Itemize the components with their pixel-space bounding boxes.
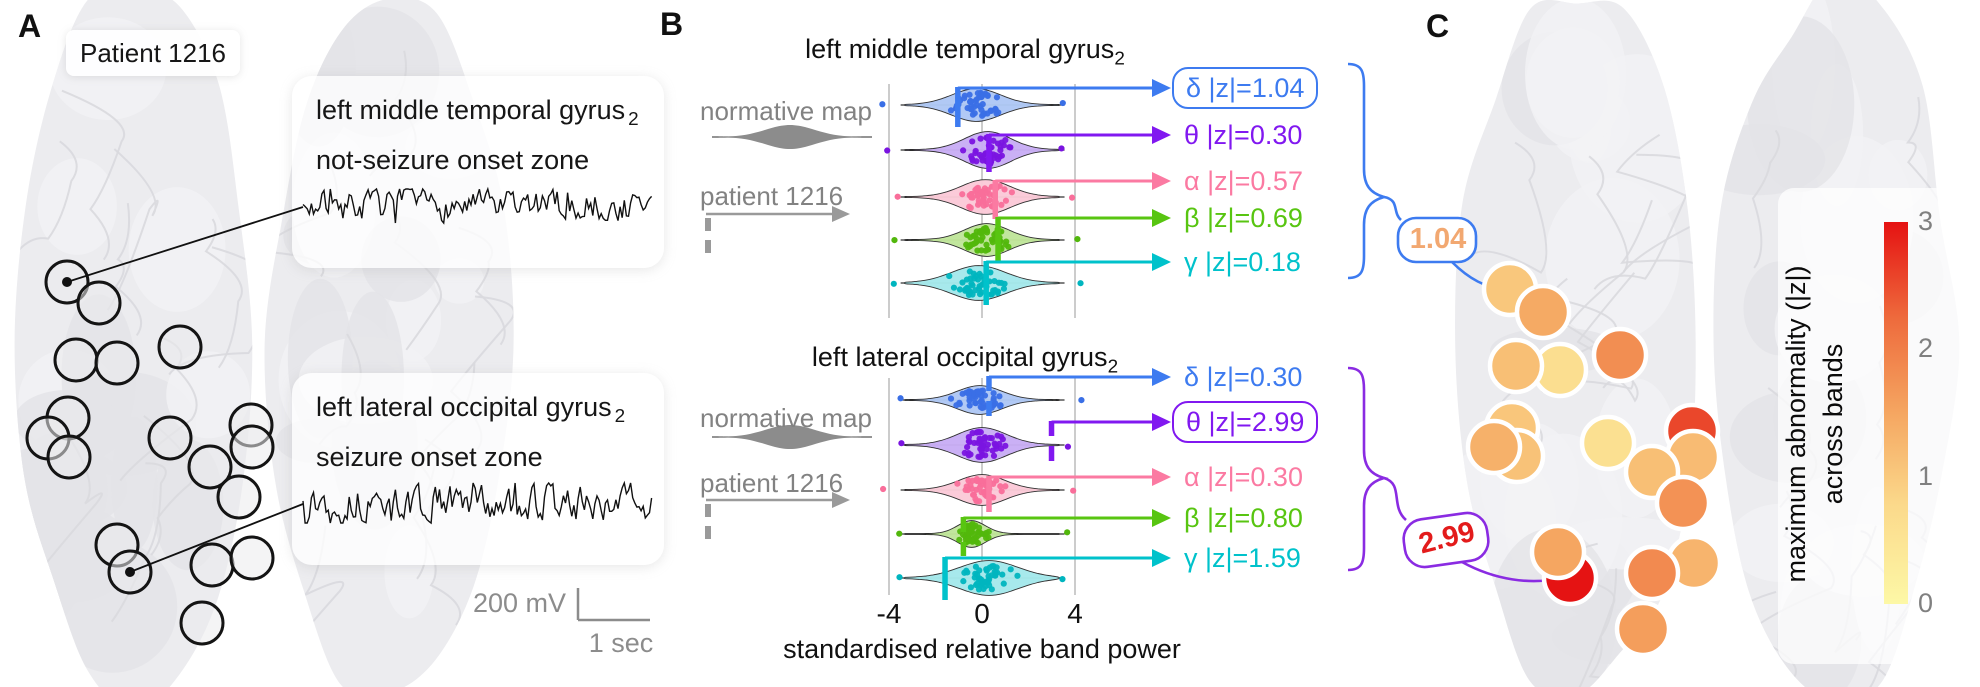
electrode-circle — [229, 424, 275, 470]
abnormality-circle — [1623, 544, 1681, 602]
colorbar-axis-label: maximum abnormality (|z|) across bands — [1778, 184, 1854, 664]
connector-arrowhead — [1152, 468, 1171, 486]
violin-beta — [891, 209, 1171, 262]
connector-arrowhead — [1152, 368, 1171, 386]
electrode-circle — [94, 340, 140, 386]
violin-alpha — [894, 172, 1171, 219]
violin-delta — [897, 368, 1171, 422]
abnormality-circle — [1487, 337, 1545, 395]
connector-arrowhead — [1152, 79, 1171, 97]
violin-title-temporal-sub: 2 — [1114, 48, 1125, 70]
abnormality-circle — [1579, 414, 1637, 472]
electrode-circle — [189, 542, 235, 588]
violin-gamma — [890, 253, 1171, 305]
region-card-temporal: left middle temporal gyrus 2 not-seizure … — [292, 76, 664, 268]
violin-theta — [884, 126, 1171, 172]
colorbar-panel — [1778, 188, 1974, 664]
region-subscript: 2 — [614, 406, 626, 428]
electrode-marker-dot — [62, 277, 72, 287]
normative-map-glyph — [712, 125, 872, 149]
electrode-circle — [46, 434, 92, 480]
violin-title-occipital-text: left lateral occipital gyrus — [811, 342, 1108, 372]
legend-patient-1: patient 1216 — [700, 181, 844, 211]
electrode-lead-line — [129, 503, 304, 573]
patient-arrow — [706, 206, 850, 222]
connector-arrowhead — [1152, 549, 1171, 567]
connector-arrowhead — [1152, 253, 1171, 271]
callout-max-z-temporal: 1.04 — [1409, 223, 1467, 255]
connector-arrowhead — [1152, 172, 1171, 190]
eeg-trace-temporal — [302, 186, 653, 225]
brain-hemisphere — [1455, 0, 1696, 687]
panel-c-label: C — [1426, 8, 1450, 44]
electrode-circle — [229, 535, 275, 581]
colorbar-gradient — [1884, 222, 1908, 604]
violin-title-occipital-sub: 2 — [1107, 356, 1119, 378]
gather-brace — [1347, 366, 1389, 572]
violin-theta — [898, 413, 1171, 467]
electrode-marker-dot — [125, 567, 135, 577]
violin-group-temporal — [705, 79, 1171, 318]
violin-title-temporal: left middle temporal gyrus2 — [755, 34, 1175, 70]
connector-arrowhead — [1152, 509, 1171, 527]
region-name: left middle temporal gyrus — [316, 95, 626, 125]
violin-alpha — [879, 468, 1171, 512]
electrode-circle — [53, 337, 99, 383]
patient-badge: Patient 1216 — [66, 30, 240, 76]
connector-arrowhead — [1152, 209, 1171, 227]
abnormality-circle — [1514, 283, 1572, 341]
region-zone: seizure onset zone — [316, 442, 543, 473]
abnormality-circle — [1654, 474, 1712, 532]
scalebar-amplitude-label: 200 mV — [472, 588, 566, 618]
panel-a-label: A — [18, 8, 42, 44]
x-axis-label: standardised relative band power — [783, 634, 1181, 664]
electrode-circle — [76, 280, 122, 326]
legend-normative-map-1: normative map — [700, 96, 872, 126]
colorbar-label-line1: maximum abnormality (|z|) — [1781, 265, 1811, 583]
electrode-circle — [157, 324, 203, 370]
connector-arrowhead — [1152, 126, 1171, 144]
region-zone: not-seizure onset zone — [316, 145, 590, 176]
scalebar — [576, 588, 650, 622]
colorbar-label-line2: across bands — [1818, 343, 1848, 505]
eeg-trace-occipital — [302, 480, 653, 525]
region-name: left lateral occipital gyrus — [316, 392, 612, 422]
electrode-circle — [147, 415, 193, 461]
legend-normative-map-2: normative map — [700, 403, 872, 433]
region-card-occipital-text: left lateral occipital gyrus 2 seizure on… — [316, 387, 625, 477]
region-card-occipital: left lateral occipital gyrus 2 seizure on… — [292, 373, 664, 565]
electrode-circle — [179, 600, 225, 646]
violin-delta — [879, 79, 1171, 127]
callout-bubble-temporal — [1396, 216, 1478, 264]
electrode-layer — [25, 206, 304, 646]
gather-brace — [1347, 62, 1389, 280]
abnormality-circle — [1465, 418, 1523, 476]
electrode-circle — [187, 444, 233, 490]
violin-beta — [896, 509, 1171, 556]
abnormality-circles — [1465, 260, 1723, 658]
legend-patient-2: patient 1216 — [700, 468, 844, 498]
abnormality-circle — [1591, 326, 1649, 384]
abnormality-circle — [1529, 523, 1587, 581]
region-subscript: 2 — [628, 109, 639, 131]
abnormality-circle — [1614, 600, 1672, 658]
panel-b-label: B — [660, 6, 684, 42]
violin-title-temporal-text: left middle temporal gyrus — [805, 34, 1115, 64]
violin-gamma — [896, 549, 1171, 600]
patient-arrow — [706, 492, 850, 508]
electrode-lead-line — [66, 206, 304, 283]
violin-title-occipital: left lateral occipital gyrus2 — [755, 342, 1175, 378]
callout-bubble-occipital — [1402, 511, 1490, 569]
region-card-temporal-text: left middle temporal gyrus 2 not-seizure … — [316, 90, 639, 180]
normative-map-glyph — [712, 425, 872, 449]
connector-arrowhead — [1152, 413, 1171, 431]
electrode-circle — [216, 474, 262, 520]
violin-group-occipital — [705, 368, 1171, 600]
scalebar-time-label: 1 sec — [588, 628, 654, 658]
